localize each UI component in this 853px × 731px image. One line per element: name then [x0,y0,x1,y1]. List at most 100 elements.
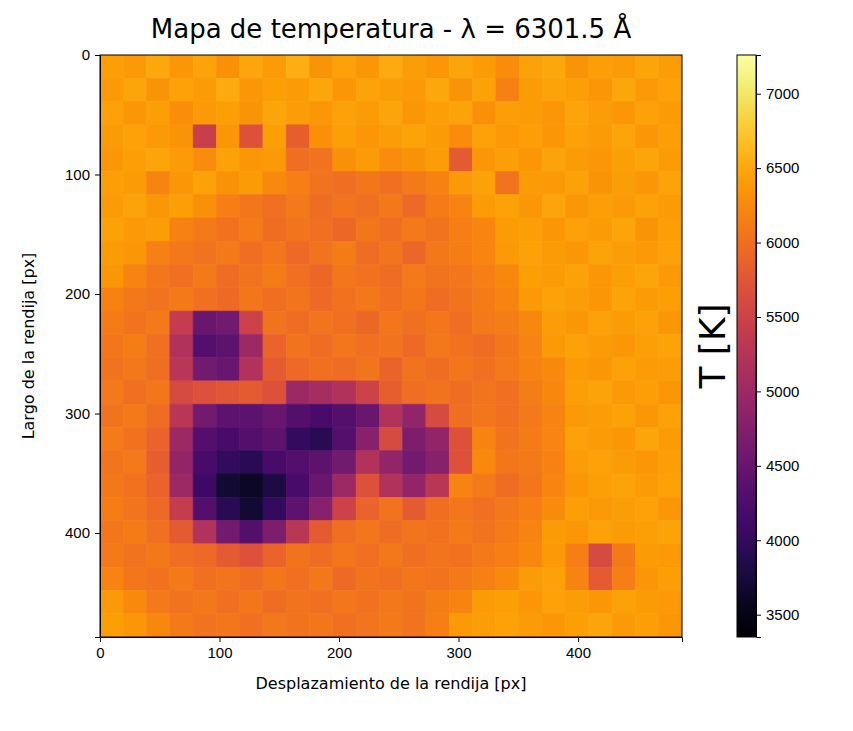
x-tick-label: 400 [566,644,591,661]
heatmap-cell [496,218,519,241]
heatmap-cell [333,55,356,78]
heatmap-cell [472,311,495,334]
heatmap-cell [659,288,682,311]
heatmap-cell [123,288,146,311]
heatmap-cell [193,288,216,311]
heatmap-cell [542,171,565,194]
heatmap-cell [263,311,286,334]
heatmap-cell [566,218,589,241]
heatmap-cell [170,265,193,288]
heatmap-cell [170,614,193,637]
heatmap-cell [589,544,612,567]
heatmap-cell [426,544,449,567]
heatmap-cell [449,125,472,148]
heatmap-cell [193,195,216,218]
y-tick-mark [95,533,100,534]
heatmap-cell [147,148,170,171]
heatmap-cell [635,195,658,218]
colorbar-tick-mark [756,243,761,244]
heatmap-cell [659,265,682,288]
heatmap-cell [566,125,589,148]
heatmap-cell [612,148,635,171]
heatmap-cell [310,358,333,381]
heatmap-cell [519,358,542,381]
heatmap-cell [542,427,565,450]
heatmap-cell [193,102,216,125]
colorbar-tick-label: 7000 [766,85,799,102]
heatmap-cell [216,590,239,613]
heatmap-cell [147,497,170,520]
heatmap-cell [379,474,402,497]
heatmap-cell [635,451,658,474]
heatmap-cell [310,334,333,357]
heatmap-cell [147,590,170,613]
heatmap-cell [519,381,542,404]
heatmap-cell [286,241,309,264]
heatmap-cell [193,148,216,171]
heatmap-cell [147,102,170,125]
heatmap-cell [635,358,658,381]
heatmap-cell [589,614,612,637]
heatmap-cell [566,265,589,288]
heatmap-cell [240,241,263,264]
heatmap-cell [449,218,472,241]
heatmap-cell [542,148,565,171]
heatmap-cell [566,404,589,427]
heatmap-cell [286,288,309,311]
heatmap-cell [403,334,426,357]
heatmap-cell [310,195,333,218]
heatmap-cell [147,78,170,101]
x-tick-mark [459,637,460,642]
heatmap-cell [496,102,519,125]
heatmap-cell [356,451,379,474]
heatmap-cell [426,474,449,497]
y-tick: 200 [65,285,100,302]
heatmap-cell [379,311,402,334]
heatmap-cell [449,288,472,311]
heatmap-cell [403,241,426,264]
heatmap-cell [170,451,193,474]
heatmap-cell [310,125,333,148]
heatmap-cell [589,78,612,101]
heatmap-cell [379,521,402,544]
heatmap-cell [286,544,309,567]
heatmap-cell [193,497,216,520]
y-axis: 0100200300400 [65,46,101,637]
heatmap-cell [356,381,379,404]
heatmap-cell [100,241,123,264]
heatmap-cell [566,78,589,101]
heatmap-cell [333,148,356,171]
heatmap-cell [216,567,239,590]
heatmap-cell [542,451,565,474]
heatmap-cell [216,102,239,125]
heatmap-cell [379,78,402,101]
heatmap-cell [263,148,286,171]
heatmap-cell [333,358,356,381]
heatmap-cell [542,358,565,381]
heatmap-cell [519,55,542,78]
heatmap-cell [356,358,379,381]
heatmap-cell [589,171,612,194]
colorbar-tick-label: 6500 [766,159,799,176]
heatmap-cell [635,404,658,427]
y-tick: 0 [82,46,100,63]
heatmap-cell [589,195,612,218]
heatmap-cell [519,614,542,637]
heatmap-cell [472,404,495,427]
heatmap-cell [286,171,309,194]
heatmap-cell [333,195,356,218]
heatmap-cell [263,614,286,637]
heatmap-cell [193,427,216,450]
heatmap-cell [240,218,263,241]
heatmap-cell [240,148,263,171]
heatmap-cell [356,311,379,334]
heatmap-cell [170,171,193,194]
heatmap-cell [310,55,333,78]
heatmap-cell [216,241,239,264]
heatmap-cell [123,358,146,381]
heatmap-cell [263,102,286,125]
heatmap-cell [379,451,402,474]
heatmap-cell [333,125,356,148]
heatmap-cell [100,544,123,567]
heatmap-cell [216,334,239,357]
